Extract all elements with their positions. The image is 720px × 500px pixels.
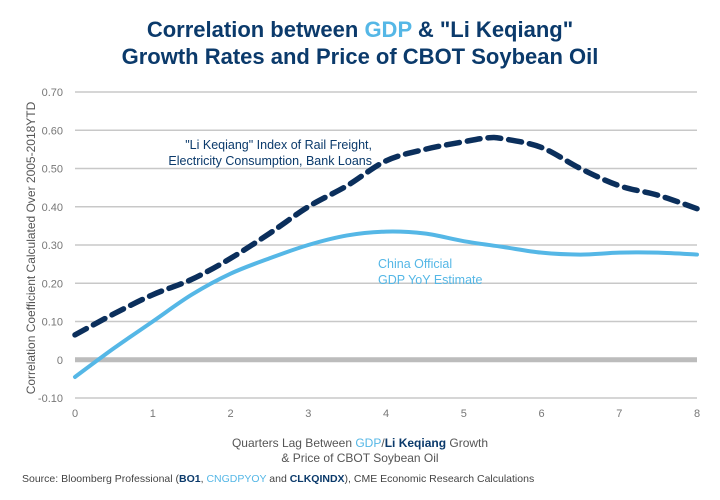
y-tick-labels: 0.70 0.60 0.50 0.40 0.30 0.20 0.10 0 -0.10 [38, 87, 63, 405]
title-text: & "Li Keqiang" [411, 17, 574, 42]
x-label-text: Quarters Lag Between [231, 436, 356, 450]
y-tick-label: 0.40 [42, 202, 63, 214]
y-tick-label: 0 [57, 355, 63, 367]
series-line-li-keqiang [72, 134, 700, 338]
y-tick-label: -0.10 [38, 393, 63, 405]
x-tick-label: 8 [694, 408, 700, 420]
chart-title-line2: Growth Rates and Price of CBOT Soybean O… [121, 44, 599, 69]
x-tick-labels: 0 1 2 3 4 5 6 7 8 [72, 408, 700, 420]
gdp-annotation: China Official GDP YoY Estimate [378, 256, 482, 288]
source-text: , [200, 473, 207, 485]
x-tick-label: 0 [72, 408, 78, 420]
x-tick-label: 7 [616, 408, 622, 420]
source-text: ), CME Economic Research Calculations [344, 473, 535, 485]
y-tick-label: 0.50 [42, 164, 63, 176]
source-bo1: BO1 [179, 473, 201, 485]
gdp-annotation-line1: China Official [378, 257, 453, 271]
source-note: Source: Bloomberg Professional (BO1, CNG… [22, 473, 534, 485]
source-cngdpyoy: CNGDPYOY [206, 473, 267, 485]
x-tick-label: 3 [305, 408, 311, 420]
title-text: Correlation between [146, 17, 365, 42]
x-axis-label-line2: & Price of CBOT Soybean Oil [281, 451, 439, 465]
x-tick-label: 1 [150, 408, 156, 420]
source-text: Source: Bloomberg Professional ( [22, 473, 179, 485]
chart-title: Correlation between GDP & "Li Keqiang" G… [0, 16, 720, 70]
x-tick-label: 2 [227, 408, 233, 420]
y-tick-label: 0.60 [42, 125, 63, 137]
gdp-annotation-line2: GDP YoY Estimate [378, 273, 483, 287]
y-tick-label: 0.10 [42, 317, 63, 329]
x-axis-label: Quarters Lag Between GDP/Li Keqiang Grow… [0, 436, 720, 466]
title-gdp-highlight: GDP [364, 17, 412, 42]
y-tick-label: 0.70 [42, 87, 63, 99]
x-tick-label: 6 [538, 408, 544, 420]
series-line-gdp [73, 229, 699, 379]
li-keqiang-annotation-line1: "Li Keqiang" Index of Rail Freight, [185, 138, 372, 152]
x-axis-label-line1: Quarters Lag Between GDP/Li Keqiang Grow… [0, 436, 720, 451]
x-label-li-keqiang: Li Keqiang [384, 436, 447, 450]
series-lines [72, 134, 700, 379]
y-tick-label: 0.30 [42, 240, 63, 252]
chart-title-line1: Correlation between GDP & "Li Keqiang" [0, 16, 720, 43]
x-label-gdp: GDP [355, 436, 382, 450]
gridlines [75, 91, 697, 399]
x-label-text: / [381, 436, 385, 450]
x-tick-label: 5 [461, 408, 467, 420]
y-tick-label: 0.20 [42, 278, 63, 290]
x-label-text: Growth [446, 436, 489, 450]
li-keqiang-annotation: "Li Keqiang" Index of Rail Freight, Elec… [160, 137, 372, 169]
li-keqiang-annotation-line2: Electricity Consumption, Bank Loans [168, 154, 372, 168]
x-tick-label: 4 [383, 408, 389, 420]
source-clkqindx: CLKQINDX [289, 473, 345, 485]
source-text: and [266, 473, 290, 485]
